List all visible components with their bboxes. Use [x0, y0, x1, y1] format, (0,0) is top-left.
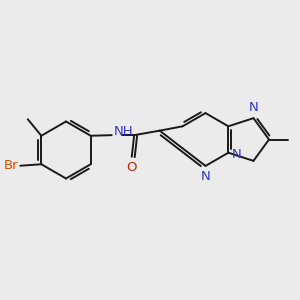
Text: NH: NH: [114, 125, 134, 138]
Text: N: N: [201, 169, 210, 182]
Text: N: N: [249, 101, 258, 114]
Text: Br: Br: [4, 159, 19, 172]
Text: O: O: [126, 161, 136, 174]
Text: N: N: [231, 148, 241, 161]
